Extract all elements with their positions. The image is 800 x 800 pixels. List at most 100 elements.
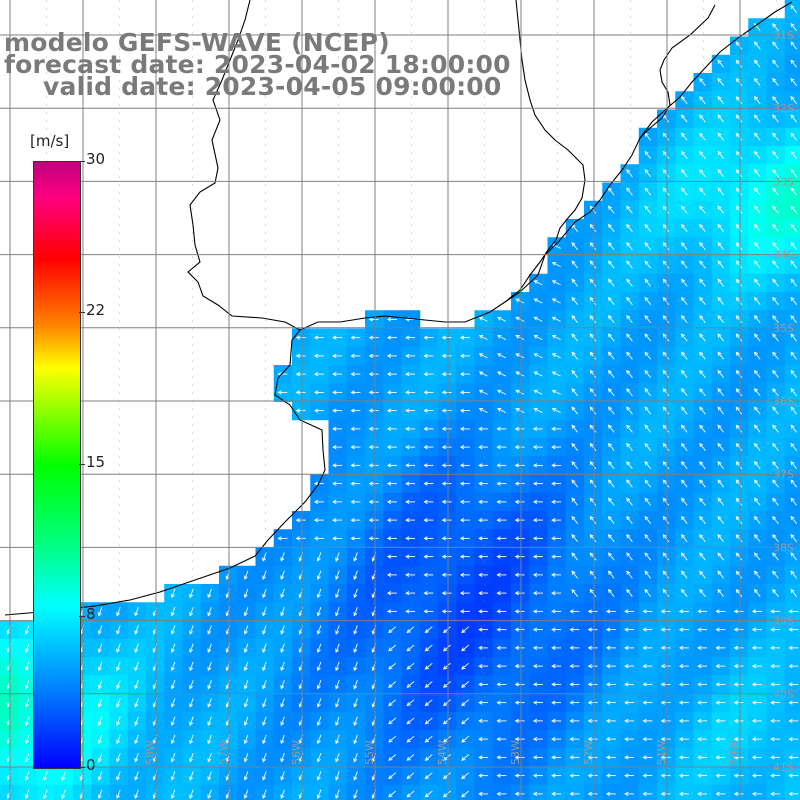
wind-vector	[589, 369, 597, 378]
wind-vector	[644, 278, 652, 287]
wind-cell	[784, 492, 800, 512]
wind-vector	[316, 716, 322, 726]
wind-vector	[589, 406, 597, 415]
wind-cell	[784, 584, 800, 603]
wind-vector	[571, 333, 579, 342]
wind-vector	[405, 518, 416, 523]
wind-vector	[717, 369, 725, 378]
wind-vector	[605, 755, 616, 760]
wind-vector	[624, 791, 635, 796]
wind-vector	[170, 771, 176, 781]
wind-vector	[681, 260, 688, 269]
wind-vector	[353, 552, 358, 562]
wind-cell	[620, 784, 640, 800]
wind-vector	[788, 755, 799, 760]
wind-vector	[441, 390, 452, 395]
wind-vector	[699, 187, 706, 196]
wind-vector	[608, 351, 615, 360]
wind-vector	[478, 353, 488, 359]
wind-vector	[644, 479, 652, 488]
wind-cell	[693, 784, 713, 800]
wind-vector	[461, 754, 470, 761]
wind-vector	[660, 664, 671, 669]
wind-vector	[551, 627, 562, 632]
wind-vector	[514, 664, 525, 669]
wind-vector	[790, 132, 798, 141]
wind-vector	[662, 588, 670, 597]
wind-vector	[772, 96, 779, 105]
wind-vector	[751, 609, 762, 614]
wind-vector	[280, 680, 285, 690]
wind-vector	[571, 388, 579, 397]
wind-vector	[97, 771, 103, 781]
wind-vector	[514, 755, 525, 760]
wind-vector	[644, 205, 652, 214]
wind-vector	[335, 753, 340, 763]
wind-vector	[97, 753, 103, 763]
wind-vector	[681, 296, 688, 305]
wind-vector	[751, 755, 762, 760]
wind-vector	[478, 591, 489, 596]
wind-vector	[170, 661, 176, 672]
wind-vector	[497, 335, 507, 341]
wind-vector	[515, 389, 525, 395]
lat-label: 31S	[773, 29, 794, 42]
wind-vector	[681, 497, 688, 506]
wind-vector	[386, 353, 397, 358]
wind-vector	[754, 351, 761, 360]
wind-vector	[751, 773, 762, 778]
wind-vector	[717, 96, 725, 105]
wind-vector	[662, 150, 670, 159]
wind-vector	[442, 699, 451, 707]
wind-vector	[681, 552, 688, 561]
wind-vector	[280, 734, 285, 745]
wind-vector	[735, 77, 743, 86]
wind-vector	[754, 515, 761, 524]
wind-vector	[61, 771, 66, 781]
wind-vector	[388, 644, 397, 652]
wind-vector	[624, 718, 635, 723]
wind-cell	[401, 784, 421, 800]
wind-vector	[316, 570, 322, 580]
wind-vector	[608, 187, 615, 196]
wind-vector	[551, 499, 562, 504]
wind-vector	[441, 335, 452, 340]
wind-vector	[678, 682, 689, 687]
wind-vector	[571, 315, 579, 324]
wind-vector	[717, 570, 725, 579]
wind-vector	[735, 479, 743, 488]
wind-vector	[587, 755, 598, 760]
coastline	[4, 0, 793, 616]
wind-vector	[442, 790, 451, 798]
wind-vector	[43, 789, 48, 799]
wind-vector	[441, 408, 452, 413]
wind-cell	[730, 784, 749, 800]
wind-vector	[571, 442, 579, 451]
wind-vector	[478, 664, 489, 669]
wind-vector	[644, 169, 652, 178]
wind-vector	[405, 591, 416, 596]
wind-vector	[316, 734, 322, 745]
wind-vector	[262, 625, 267, 635]
wind-vector	[644, 187, 652, 196]
wind-vector	[532, 627, 543, 632]
wind-vector	[681, 388, 688, 397]
wind-vector	[423, 536, 434, 541]
wind-vector	[587, 627, 598, 632]
wind-vector	[772, 23, 779, 32]
wind-vector	[514, 554, 525, 559]
wind-vector	[681, 534, 688, 543]
wind-vector	[24, 661, 30, 672]
wind-vector	[332, 426, 343, 431]
wind-vector	[699, 169, 706, 178]
wind-vector	[350, 353, 361, 358]
wind-vector	[644, 461, 652, 470]
wind-cell	[492, 784, 512, 800]
wind-vector	[406, 662, 415, 670]
wind-vector	[770, 645, 781, 650]
wind-vector	[551, 609, 562, 614]
wind-vector	[662, 187, 670, 196]
wind-vector	[697, 627, 708, 632]
wind-vector	[571, 479, 579, 488]
wind-vector	[97, 734, 103, 745]
